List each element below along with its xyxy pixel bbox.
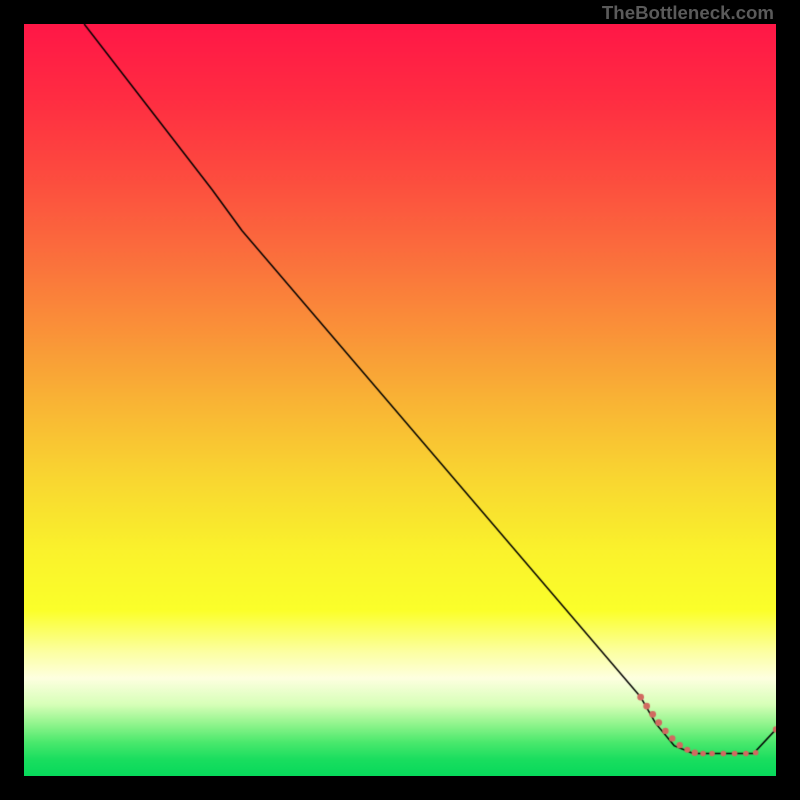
chart-line-layer bbox=[24, 24, 776, 776]
chart-stage: TheBottleneck.com bbox=[0, 0, 800, 800]
plot-area bbox=[24, 24, 776, 776]
watermark-text: TheBottleneck.com bbox=[602, 2, 774, 24]
